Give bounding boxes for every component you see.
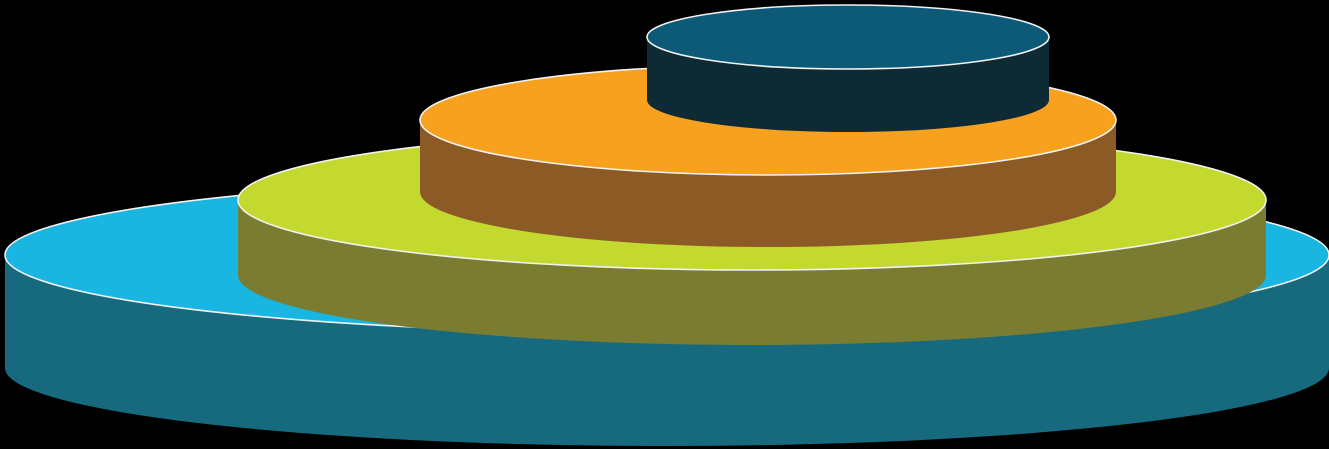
disc-side-base	[5, 255, 1329, 446]
disc-side-second	[238, 200, 1266, 345]
disc-side-third	[420, 120, 1116, 247]
disc-side-top	[647, 37, 1049, 132]
disc-top-top	[646, 4, 1050, 70]
disc-layer-top	[646, 4, 1050, 132]
